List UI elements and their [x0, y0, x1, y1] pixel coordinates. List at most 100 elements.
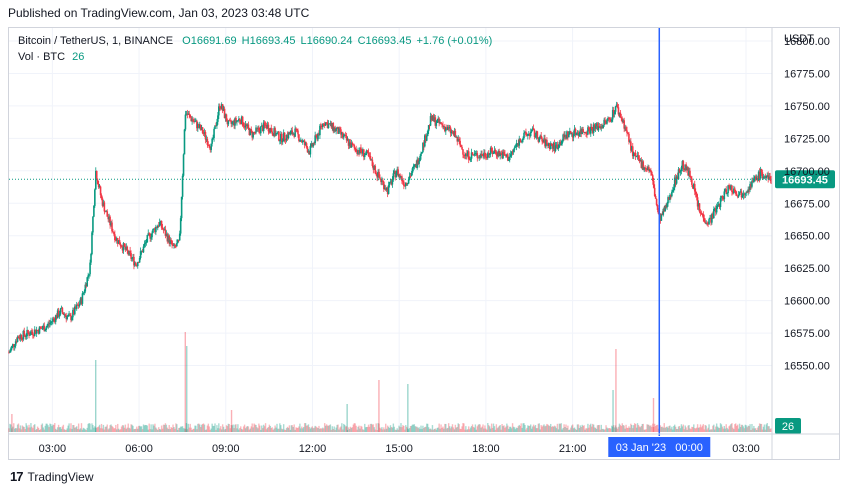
- volume-bar: [64, 429, 66, 432]
- volume-bar: [577, 424, 580, 432]
- volume-bar: [285, 428, 288, 432]
- volume-bar: [470, 426, 473, 432]
- volume-bar: [200, 427, 202, 432]
- volume-bar: [47, 425, 49, 432]
- candle-body: [153, 228, 155, 230]
- volume-bar: [31, 426, 33, 432]
- volume-bar: [115, 424, 117, 432]
- volume-bar: [280, 425, 282, 432]
- volume-bar: [446, 428, 448, 432]
- candle-body: [301, 140, 303, 143]
- candle-body: [344, 135, 347, 136]
- candle-body: [634, 152, 637, 157]
- volume-bar: [731, 423, 733, 432]
- volume-bar: [100, 423, 103, 432]
- volume-bar: [447, 423, 450, 432]
- volume-bar: [667, 427, 669, 432]
- volume-bar: [336, 424, 338, 432]
- candle-body: [514, 146, 517, 148]
- volume-bar: [29, 427, 31, 432]
- volume-bar: [190, 427, 192, 432]
- volume-bar: [681, 426, 684, 432]
- volume-bar: [326, 425, 329, 432]
- volume-bar: [176, 424, 178, 432]
- candle-body: [547, 143, 549, 146]
- candle-body: [467, 151, 470, 160]
- volume-bar: [473, 427, 476, 432]
- candle-body: [319, 125, 321, 136]
- candle-body: [12, 344, 14, 346]
- candle-body: [506, 154, 508, 157]
- candle-body: [297, 130, 299, 135]
- volume-bar: [498, 425, 500, 432]
- volume-bar: [373, 427, 375, 432]
- volume-bar: [480, 427, 482, 432]
- volume-bar: [20, 429, 23, 432]
- candle-body: [765, 175, 768, 179]
- volume-bar: [657, 428, 660, 432]
- volume-bar: [628, 426, 630, 432]
- volume-bar: [660, 426, 663, 432]
- volume-bar: [361, 426, 363, 432]
- candle-body: [275, 133, 277, 136]
- candle-body: [68, 314, 70, 316]
- candle-body: [362, 149, 364, 154]
- volume-bar: [357, 426, 359, 432]
- candle-body: [205, 139, 208, 140]
- candle-body: [259, 130, 261, 134]
- candle-body: [754, 176, 757, 180]
- candle-body: [192, 119, 194, 122]
- volume-bar: [505, 426, 507, 432]
- grid-lines: [9, 28, 772, 432]
- candle-body: [202, 133, 205, 135]
- candle-body: [143, 243, 146, 247]
- candle-body: [581, 129, 584, 135]
- candle-body: [225, 114, 228, 122]
- volume-bar: [728, 426, 730, 432]
- volume-bar: [709, 429, 711, 432]
- volume-bar: [67, 425, 69, 432]
- volume-bar: [92, 425, 94, 432]
- volume-bar: [377, 423, 379, 432]
- candle-body: [645, 168, 647, 170]
- candle-body: [437, 118, 439, 121]
- volume-bar: [434, 428, 437, 432]
- volume-bar: [489, 428, 492, 432]
- candle-body: [175, 246, 177, 248]
- volume-bar: [620, 426, 623, 432]
- volume-bar: [405, 425, 407, 432]
- volume-bar: [569, 429, 571, 432]
- candle-body: [20, 335, 23, 340]
- candle-body: [134, 262, 136, 266]
- legend-change: +1.76 (+0.01%): [416, 35, 493, 47]
- volume-bar: [443, 428, 445, 432]
- volume-bar: [152, 424, 154, 432]
- candle-body: [416, 159, 419, 168]
- volume-bar: [267, 427, 270, 432]
- volume-bar: [34, 424, 36, 432]
- volume-bar: [257, 428, 259, 432]
- brand-footer[interactable]: 17 TradingView: [10, 469, 94, 484]
- volume-bar: [54, 423, 56, 432]
- volume-bar: [289, 429, 292, 432]
- volume-bar: [635, 427, 638, 432]
- candle-body: [249, 129, 252, 136]
- candle-body: [91, 232, 93, 255]
- candle-body: [432, 115, 435, 122]
- volume-bar: [458, 424, 460, 432]
- volume-bar: [449, 428, 452, 432]
- volume-bar: [378, 423, 380, 432]
- volume-bar: [488, 425, 490, 432]
- volume-bar: [682, 424, 685, 432]
- volume-bar: [426, 423, 428, 432]
- candle-body: [199, 125, 202, 130]
- candle-body: [294, 128, 296, 137]
- candle-body: [380, 178, 382, 183]
- volume-bar: [305, 425, 308, 432]
- volume-bar: [367, 424, 370, 432]
- volume-bar: [70, 423, 72, 432]
- volume-bar: [68, 423, 70, 432]
- volume-bar: [197, 423, 199, 432]
- candle-body: [67, 315, 69, 317]
